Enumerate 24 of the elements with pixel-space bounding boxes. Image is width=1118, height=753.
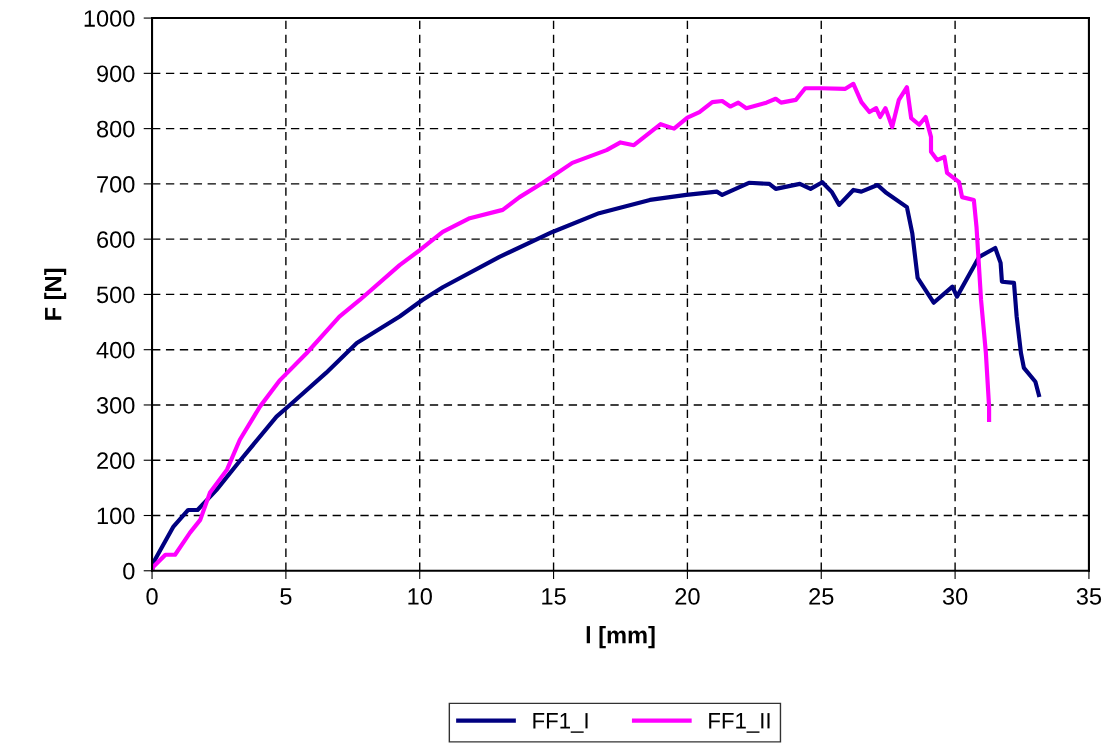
y-axis-title: F [N] <box>44 268 67 320</box>
y-tick-label: 800 <box>97 120 135 138</box>
y-tick-label: 200 <box>97 452 135 470</box>
y-tick-label: 300 <box>96 397 135 414</box>
y-tick-label: 400 <box>96 341 135 359</box>
x-tick-label: 30 <box>942 588 968 605</box>
x-tick-label: 0 <box>146 588 158 605</box>
line-series <box>152 81 992 571</box>
x-tick-label: 20 <box>675 588 700 605</box>
y-tick-label: 1000 <box>84 10 135 27</box>
legend-label: FF1_II <box>709 713 770 733</box>
y-tick-label: 100 <box>97 507 135 525</box>
y-tick-label: 0 <box>123 562 135 580</box>
x-tick-label: 10 <box>408 588 432 605</box>
y-tick-label: 500 <box>96 286 135 304</box>
y-tick-label: 900 <box>97 65 135 83</box>
x-tick-label: 25 <box>809 588 834 605</box>
y-tick-label: 600 <box>97 231 135 248</box>
x-axis-title: l [mm] <box>586 626 655 649</box>
legend-label: FF1_I <box>533 713 588 733</box>
x-tick-label: 15 <box>542 588 566 605</box>
y-tick-label: 700 <box>97 175 135 193</box>
x-tick-label: 5 <box>280 588 292 605</box>
x-tick-label: 35 <box>1076 588 1102 605</box>
